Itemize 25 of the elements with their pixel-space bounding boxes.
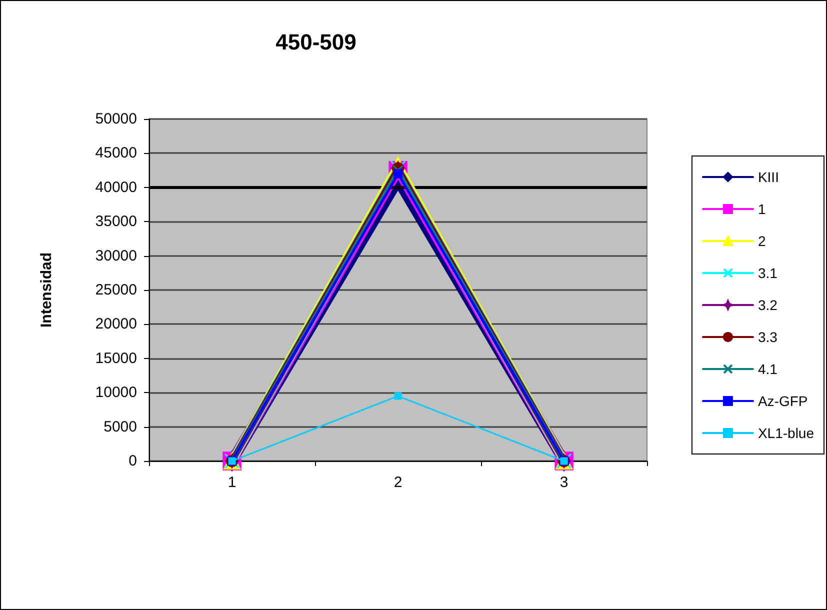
y-axis-title: Intensidad (38, 252, 55, 328)
legend-label: 4.1 (758, 361, 778, 377)
legend-label: 1 (758, 201, 766, 217)
legend-label: 3.2 (758, 297, 778, 313)
y-tick-label: 50000 (95, 110, 137, 128)
y-tick-label: 30000 (95, 247, 137, 264)
y-tick-label: 20000 (95, 316, 137, 333)
x-tick-label: 2 (394, 474, 402, 491)
chart-title: 450-509 (276, 30, 356, 54)
legend-label: 3.3 (758, 329, 778, 345)
legend-label: 3.1 (758, 265, 778, 281)
y-tick-label: 10000 (95, 384, 137, 402)
legend-label: 2 (758, 233, 766, 249)
y-tick-label: 35000 (95, 213, 137, 230)
x-tick-label: 3 (560, 474, 568, 491)
y-tick-label: 40000 (95, 178, 137, 196)
y-tick-label: 5000 (104, 418, 137, 436)
legend-label: KIII (758, 169, 779, 185)
legend-label: Az-GFP (758, 393, 808, 409)
y-tick-label: 15000 (95, 350, 137, 367)
legend-label: XL1-blue (758, 425, 814, 441)
x-tick-label: 1 (228, 474, 236, 491)
y-tick-label: 45000 (95, 144, 137, 162)
y-tick-label: 0 (128, 452, 137, 470)
y-tick-label: 25000 (95, 282, 137, 298)
